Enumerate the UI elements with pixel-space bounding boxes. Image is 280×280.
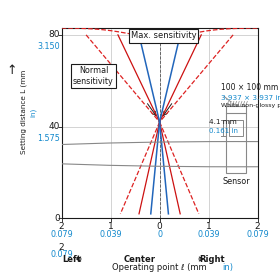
Text: 40: 40 [48,122,60,131]
Text: White non-glossy paper: White non-glossy paper [221,102,280,108]
Text: Normal
sensitivity: Normal sensitivity [73,66,114,86]
Text: Left: Left [62,255,81,263]
Text: 1.575: 1.575 [37,134,60,143]
Text: 0: 0 [157,222,162,231]
Text: 100 × 100 mm: 100 × 100 mm [221,83,278,92]
Text: Right: Right [199,255,225,263]
Text: 0: 0 [54,214,60,223]
Text: 3.937 × 3.937 in: 3.937 × 3.937 in [221,95,280,101]
Text: 2: 2 [59,222,64,231]
Text: Center: Center [124,255,156,263]
Text: 0.039: 0.039 [197,230,220,239]
Text: 0.039: 0.039 [99,230,122,239]
Text: Setting distance L (mm: Setting distance L (mm [20,70,27,154]
Text: ↑: ↑ [6,64,17,76]
Text: in): in) [223,263,234,272]
Text: Sensor: Sensor [222,177,250,186]
Text: 3.150: 3.150 [37,42,60,51]
Text: 0.079: 0.079 [50,250,73,259]
Text: in): in) [30,107,36,117]
Text: 2: 2 [255,222,260,231]
Text: 0.079: 0.079 [246,230,269,239]
Text: 0.079: 0.079 [50,230,73,239]
Text: 1: 1 [108,222,113,231]
Text: 1: 1 [206,222,211,231]
Bar [229,120,243,136]
Text: 0.161 in: 0.161 in [209,128,238,134]
Text: Max. sensitivity: Max. sensitivity [131,31,196,40]
Bar [226,113,246,172]
Text: Operating point ℓ (mm: Operating point ℓ (mm [112,263,207,272]
Text: 2: 2 [59,243,64,252]
Text: 4.1 mm: 4.1 mm [209,120,237,125]
Text: 0: 0 [157,230,162,239]
Text: 80: 80 [48,31,60,39]
